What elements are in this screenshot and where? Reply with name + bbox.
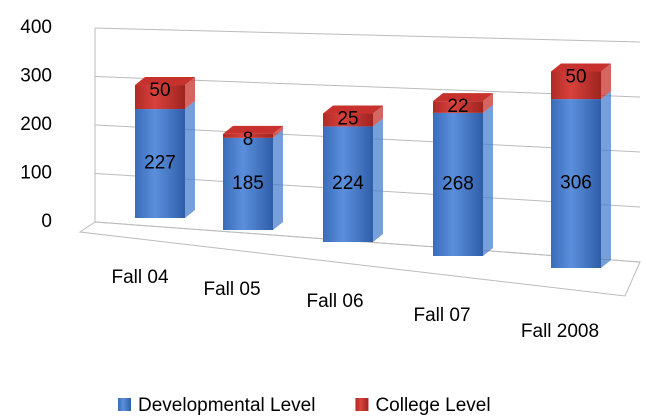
y-tick-label: 400 [20, 17, 52, 38]
y-tick-label: 200 [20, 114, 52, 135]
y-tick-label: 0 [41, 211, 52, 232]
x-tick-label: Fall 07 [413, 305, 470, 326]
legend-swatch [355, 398, 369, 411]
data-label: 306 [560, 173, 592, 194]
bar-segment [433, 93, 493, 113]
bar-front [323, 126, 373, 242]
bar-top [551, 63, 611, 72]
bar-side [483, 93, 493, 113]
bar-side [601, 91, 611, 268]
legend-label: College Level [375, 395, 490, 416]
bar-segment [135, 101, 195, 218]
data-label: 50 [149, 80, 170, 101]
bar-front [323, 113, 373, 127]
bar-side [185, 101, 195, 218]
bar-segment [551, 91, 611, 268]
data-label: 227 [144, 153, 176, 174]
bar-side [185, 77, 195, 110]
bar-top [135, 77, 195, 86]
legend-swatch [118, 398, 131, 411]
bar-top [433, 93, 493, 102]
y-tick-label: 300 [20, 66, 52, 87]
bar-front [223, 137, 273, 230]
x-tick-label: Fall 06 [306, 291, 363, 312]
legend-label: Developmental Level [138, 395, 315, 416]
bar-side [601, 63, 611, 100]
bar-segment [223, 125, 283, 138]
data-label: 268 [442, 173, 474, 194]
data-label: 25 [337, 109, 358, 130]
data-label: 224 [332, 173, 364, 194]
bar-side [273, 125, 283, 138]
bar-side [373, 105, 383, 127]
bar-top [223, 125, 283, 134]
bar-front [135, 85, 185, 110]
bar-segment [323, 105, 383, 127]
bar-segment [551, 63, 611, 100]
bar-front [433, 101, 483, 113]
x-tick-label: Fall 2008 [521, 321, 599, 342]
bar-front [135, 109, 185, 218]
bar-side [373, 118, 383, 242]
bar-front [223, 133, 273, 138]
grid-line [94, 27, 641, 43]
bar-segment [135, 77, 195, 110]
bar-side [483, 104, 493, 256]
x-tick-label: Fall 04 [111, 267, 168, 288]
bar-front [551, 99, 601, 268]
bar-segment [323, 118, 383, 242]
y-tick-label: 100 [20, 163, 52, 184]
data-label: 8 [243, 129, 254, 150]
bar-segment [223, 129, 283, 230]
bar-front [551, 71, 601, 100]
data-label: 50 [565, 67, 586, 88]
data-label: 22 [447, 96, 468, 117]
x-tick-label: Fall 05 [203, 279, 260, 300]
bar-top [323, 105, 383, 114]
bar-side [273, 129, 283, 230]
data-label: 185 [232, 173, 264, 194]
bar-front [433, 112, 483, 256]
bar-segment [433, 104, 493, 256]
